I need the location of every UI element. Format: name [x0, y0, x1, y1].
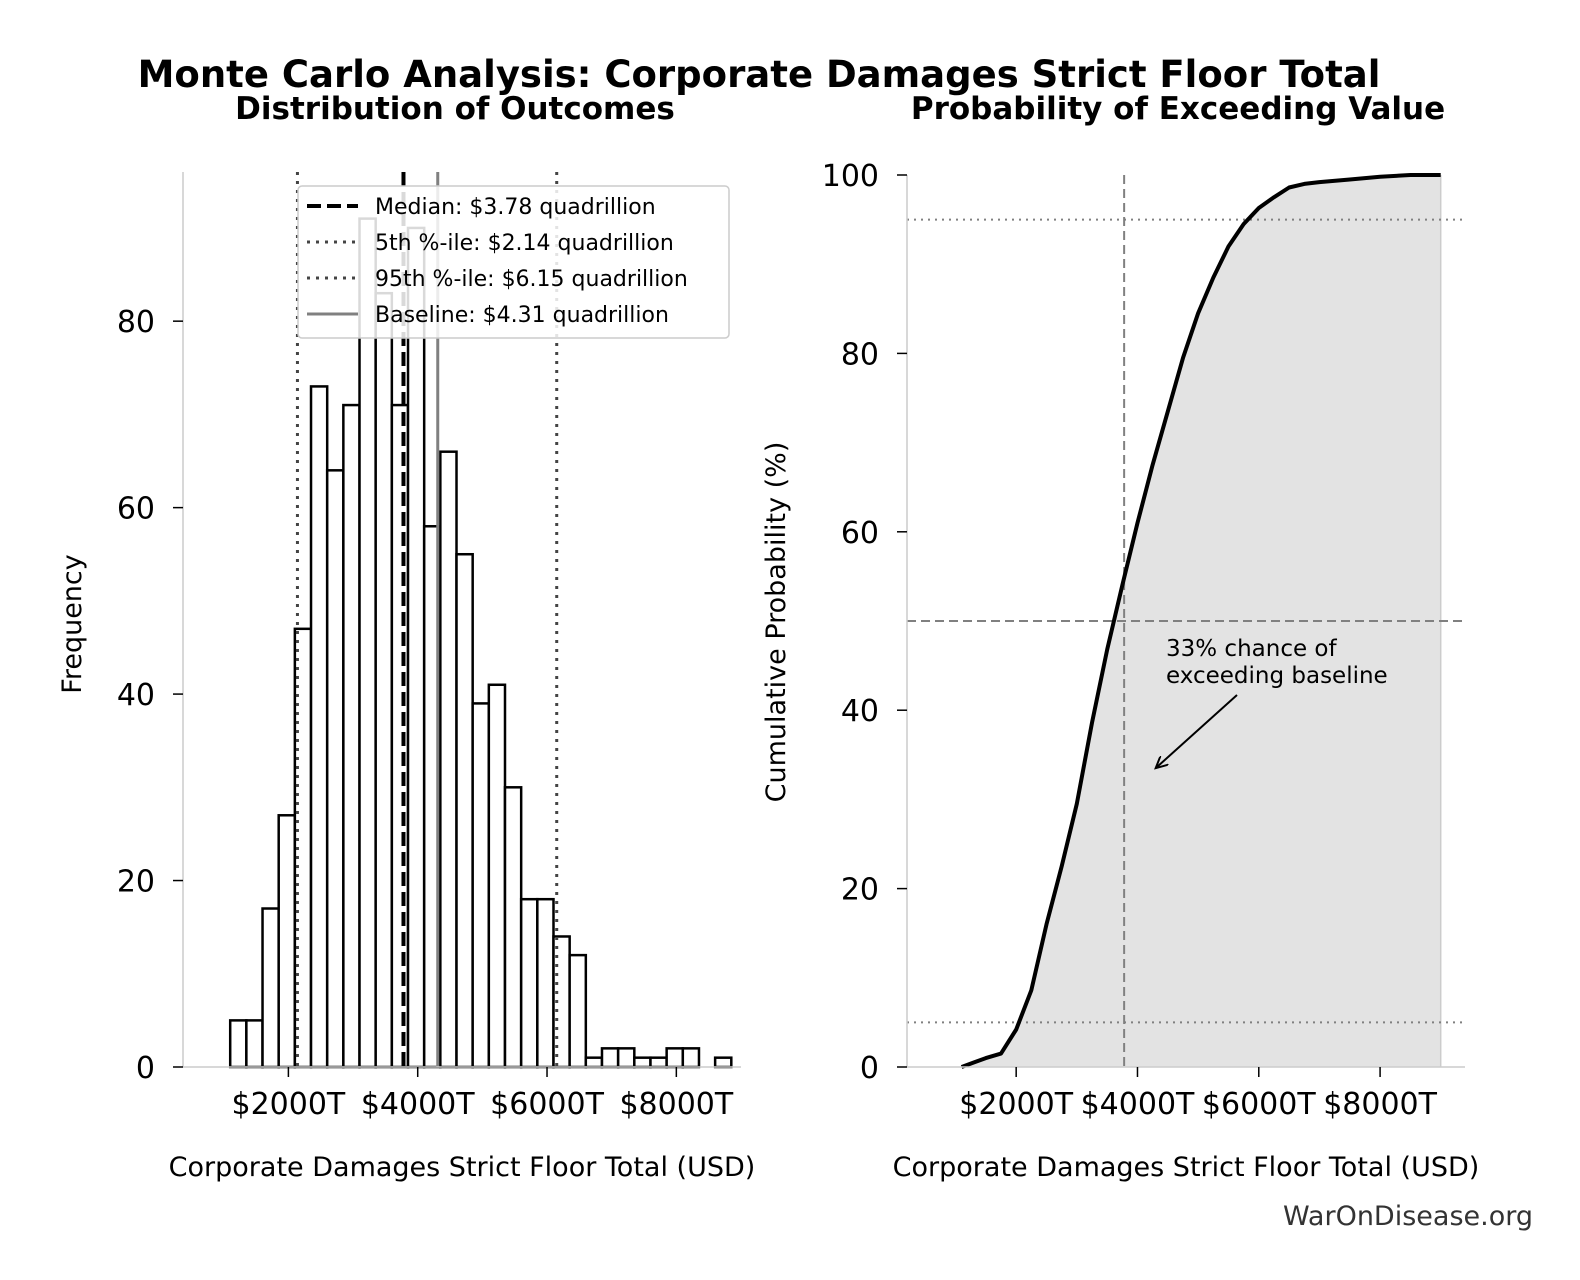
histogram-bar	[471, 702, 491, 1069]
cdf-curve	[960, 173, 1441, 1069]
histogram-bar	[358, 217, 377, 1069]
x-tick-label: $8000T	[619, 1087, 733, 1122]
exceedance-title: Probability of Exceeding Value	[911, 91, 1445, 127]
histogram-bar	[633, 1056, 652, 1069]
histogram-bar	[487, 683, 507, 1069]
histogram-bar	[455, 552, 474, 1069]
y-tick-label: 100	[822, 159, 879, 194]
histogram-bar	[584, 1056, 604, 1069]
y-tick-label: 60	[841, 516, 879, 551]
histogram-y-ticks: 0 20 40 60 80	[117, 305, 183, 1086]
histogram-bar	[277, 814, 297, 1069]
histogram-bars	[228, 217, 733, 1069]
annotation-line-1: 33% chance of	[1166, 636, 1338, 662]
x-tick-label: $6000T	[1202, 1087, 1316, 1122]
x-tick-label: $4000T	[361, 1087, 475, 1122]
histogram-bar	[519, 897, 539, 1069]
histogram-bar	[245, 1019, 264, 1069]
histogram-title: Distribution of Outcomes	[235, 91, 675, 127]
histogram-bar	[616, 1047, 636, 1069]
legend-95th-label: 95th %-ile: $6.15 quadrillion	[375, 267, 688, 292]
legend-entry-baseline: Baseline: $4.31 quadrillion	[307, 303, 669, 328]
x-tick-label: $8000T	[1323, 1087, 1437, 1122]
legend-baseline-label: Baseline: $4.31 quadrillion	[375, 303, 669, 328]
legend-5th-label: 5th %-ile: $2.14 quadrillion	[375, 231, 674, 256]
histogram-bar	[390, 403, 410, 1069]
histogram-bar	[536, 897, 555, 1069]
exceedance-spines	[906, 175, 1465, 1068]
histogram-bar	[325, 469, 345, 1069]
y-tick-label: 40	[841, 694, 879, 729]
histogram-bar	[228, 1019, 248, 1069]
histogram-bar	[568, 953, 588, 1069]
histogram-bar	[342, 403, 361, 1069]
baseline-annotation: 33% chance of exceeding baseline	[1156, 636, 1388, 768]
x-tick-label: $6000T	[490, 1087, 604, 1122]
histogram-legend: Median: $3.78 quadrillion 5th %-ile: $2.…	[297, 185, 730, 339]
histogram-panel: Distribution of Outcomes 0 20 40 60 80 $2000…	[57, 91, 755, 1183]
exceedance-y-ticks: 0 20 40 60 80 100	[822, 159, 907, 1086]
annotation-line-2: exceeding baseline	[1166, 663, 1388, 689]
histogram-x-label: Corporate Damages Strict Floor Total (US…	[169, 1152, 756, 1183]
exceedance-reference-lines	[907, 175, 1465, 1067]
histogram-bar	[374, 291, 394, 1069]
legend-entry-median: Median: $3.78 quadrillion	[307, 195, 656, 220]
y-tick-label: 20	[117, 865, 155, 900]
histogram-bar	[649, 1056, 668, 1069]
histogram-bar	[665, 1047, 685, 1069]
legend-median-label: Median: $3.78 quadrillion	[375, 195, 656, 220]
histogram-bar	[261, 907, 280, 1069]
legend-entry-95th-percentile: 95th %-ile: $6.15 quadrillion	[307, 267, 688, 292]
y-tick-label: 60	[117, 492, 155, 527]
histogram-bar	[309, 385, 329, 1069]
histogram-bar	[600, 1047, 620, 1069]
histogram-y-label: Frequency	[57, 554, 88, 694]
y-tick-label: 0	[136, 1051, 155, 1086]
y-tick-label: 80	[841, 337, 879, 372]
x-tick-label: $2000T	[232, 1087, 346, 1122]
histogram-bar	[439, 450, 458, 1069]
legend-frame	[297, 185, 730, 339]
y-tick-label: 20	[841, 873, 879, 908]
histogram-bar	[681, 1047, 701, 1069]
exceedance-x-ticks: $2000T $4000T $6000T $8000T	[959, 1067, 1438, 1122]
x-tick-label: $2000T	[959, 1087, 1073, 1122]
legend-entry-5th-percentile: 5th %-ile: $2.14 quadrillion	[307, 231, 674, 256]
exceedance-y-label: Cumulative Probability (%)	[761, 442, 792, 803]
exceedance-x-label: Corporate Damages Strict Floor Total (US…	[893, 1152, 1480, 1183]
histogram-bar	[406, 226, 426, 1069]
figure-title: Monte Carlo Analysis: Corporate Damages …	[138, 53, 1381, 96]
y-tick-label: 40	[117, 678, 155, 713]
exceedance-panel: Probability of Exceeding Value 0 20 40 60 80…	[761, 91, 1479, 1183]
y-tick-label: 0	[860, 1051, 879, 1086]
histogram-bar	[503, 786, 523, 1069]
x-tick-label: $4000T	[1081, 1087, 1195, 1122]
histogram-x-ticks: $2000T $4000T $6000T $8000T	[232, 1067, 734, 1122]
y-tick-label: 80	[117, 305, 155, 340]
annotation-arrow	[1156, 694, 1238, 768]
watermark: WarOnDisease.org	[1283, 1201, 1533, 1232]
histogram-bar	[713, 1056, 733, 1069]
